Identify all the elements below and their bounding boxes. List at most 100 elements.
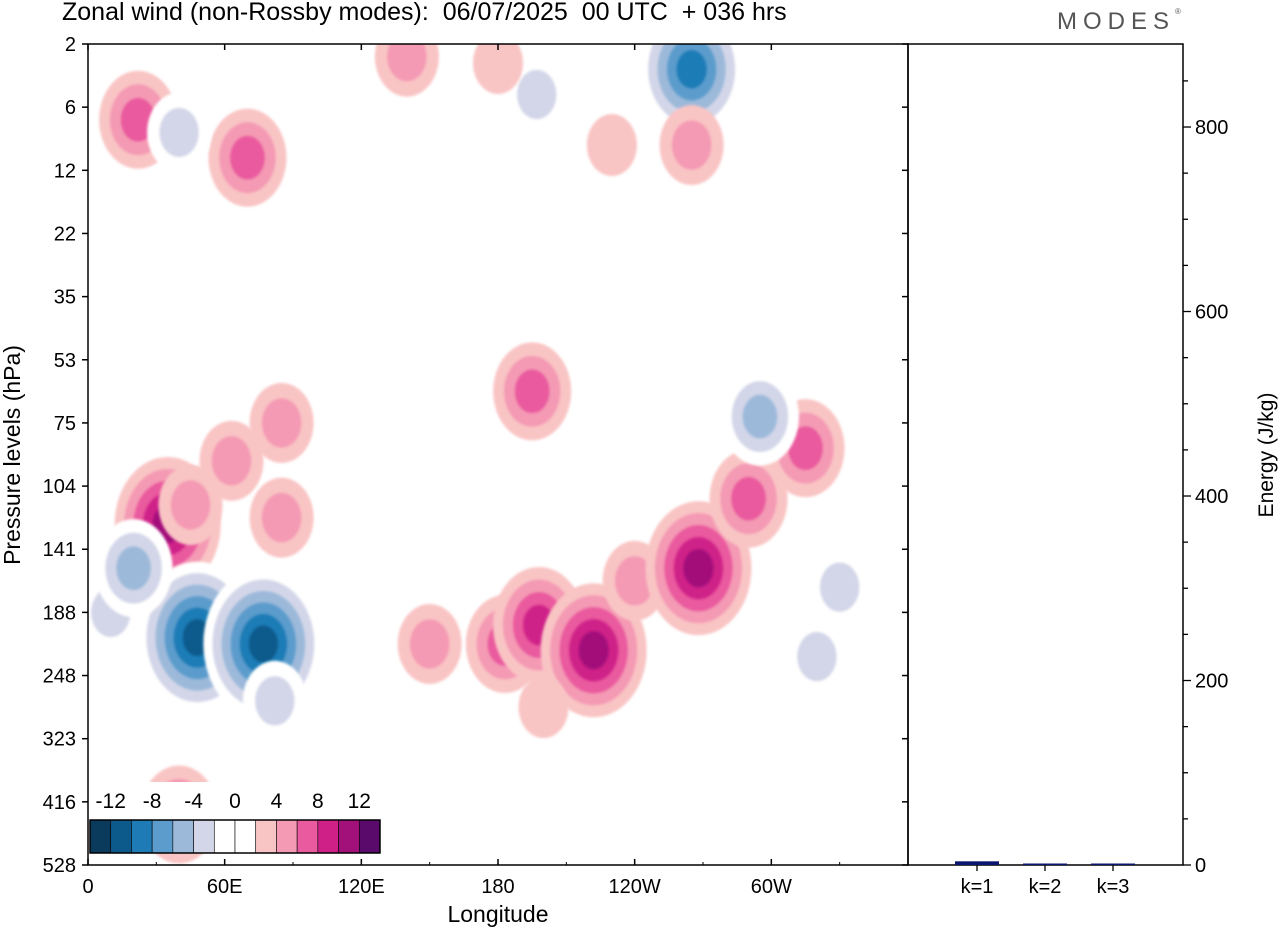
colorbar-swatch xyxy=(317,819,339,854)
heatmap-contour xyxy=(248,625,278,663)
colorbar-swatch xyxy=(193,819,215,854)
y-tick-label: 323 xyxy=(43,729,76,751)
bar-plot-frame xyxy=(907,43,1184,866)
y-tick-label: 416 xyxy=(43,792,76,814)
heatmap-contour xyxy=(517,69,557,120)
heatmap-contour xyxy=(211,436,252,486)
heatmap-contour xyxy=(586,114,637,177)
heatmap-contour xyxy=(683,549,714,588)
heatmap-contour xyxy=(848,663,899,726)
heatmap-contour xyxy=(427,682,478,745)
heatmap-blob xyxy=(249,382,314,463)
chart-title: Zonal wind (non-Rossby modes): 06/07/202… xyxy=(62,0,787,26)
colorbar-swatch xyxy=(131,819,153,854)
energy-tick-label: 800 xyxy=(1195,117,1228,139)
heatmap-blob xyxy=(208,108,287,207)
colorbar-swatch xyxy=(338,819,360,854)
heatmap-contour xyxy=(514,369,550,414)
y-tick-label: 35 xyxy=(54,287,76,309)
energy-tick-label: 600 xyxy=(1195,302,1228,324)
heatmap-contour xyxy=(578,631,609,670)
heatmap-blob xyxy=(94,519,173,618)
heatmap-blob xyxy=(427,682,478,745)
colorbar-swatch xyxy=(234,819,257,854)
heatmap-contour xyxy=(261,398,302,448)
heatmap-blob xyxy=(826,57,877,120)
heatmap-blob xyxy=(249,477,314,558)
logo-text: MODES xyxy=(1057,8,1176,35)
heatmap-contour xyxy=(518,676,569,739)
heatmap-blob xyxy=(518,676,569,739)
y-axis-label: Pressure levels (hPa) xyxy=(0,345,25,565)
bar-category-label: k=2 xyxy=(1029,876,1062,898)
heatmap-contour xyxy=(837,328,888,391)
heatmap-contour xyxy=(731,476,766,521)
heatmap-contour xyxy=(797,631,837,682)
heatmap-blob xyxy=(784,616,849,697)
heatmap-contour xyxy=(819,562,860,612)
heatmap-contour xyxy=(671,120,712,170)
heatmap-contour xyxy=(159,107,199,158)
heatmap-blob xyxy=(540,583,647,718)
x-tick-label: 120E xyxy=(338,876,385,898)
colorbar-swatch xyxy=(151,819,174,854)
colorbar-swatch xyxy=(296,819,319,854)
x-axis-label: Longitude xyxy=(447,901,548,927)
colorbar-frame xyxy=(89,819,381,854)
heatmap-blob xyxy=(848,663,899,726)
heatmap-blob xyxy=(374,44,439,97)
y-tick-label: 188 xyxy=(43,602,76,624)
heatmap-blob xyxy=(638,44,745,137)
colorbar-swatch xyxy=(255,819,277,854)
heatmap-contour xyxy=(788,426,823,470)
bar-axes: 0 200 400 600 800 xyxy=(1183,80,1228,877)
y-tick-label: 141 xyxy=(43,539,76,561)
colorbar-label: -8 xyxy=(143,790,162,813)
colorbar-label: -4 xyxy=(184,790,203,813)
colorbar-swatch xyxy=(213,819,236,854)
y-tick-label: 75 xyxy=(54,413,76,435)
heatmap-contour xyxy=(614,556,655,606)
heatmap-contour xyxy=(255,676,295,726)
modes-logo: MODES® xyxy=(1057,7,1181,36)
colorbar-swatch xyxy=(276,819,298,854)
heatmap-blob xyxy=(709,449,788,548)
energy-bar-k=1 xyxy=(955,861,999,865)
y-tick-label: 12 xyxy=(54,160,76,182)
colorbar-swatch xyxy=(172,819,194,854)
energy-bars: k=1 k=2 k=3 xyxy=(955,861,1135,898)
heatmap-blob xyxy=(720,367,799,466)
x-tick-label: 180 xyxy=(481,876,514,898)
y-tick-label: 528 xyxy=(43,855,76,877)
energy-tick-label: 0 xyxy=(1195,855,1206,877)
x-tick-label: 60W xyxy=(751,876,792,898)
heatmap-contour xyxy=(230,135,265,180)
heatmap-blob xyxy=(586,114,637,177)
x-tick-label: 120W xyxy=(609,876,661,898)
heatmap-field xyxy=(88,44,899,864)
heatmap-blob xyxy=(609,379,660,442)
heatmap-contour xyxy=(116,546,151,590)
heatmap-contour xyxy=(261,493,302,543)
energy-axis-label: Energy (J/kg) xyxy=(1255,393,1278,518)
y-tick-label: 6 xyxy=(65,97,76,119)
energy-tick-label: 400 xyxy=(1195,486,1228,508)
heatmap-contour xyxy=(826,57,877,120)
heatmap-contour xyxy=(676,50,707,89)
heatmap-blob xyxy=(397,603,462,684)
heatmap-blob xyxy=(147,92,212,173)
colorbar-swatch xyxy=(358,819,381,854)
y-tick-label: 248 xyxy=(43,666,76,688)
colorbar-label: 8 xyxy=(312,790,324,813)
heatmap-contour xyxy=(609,379,660,442)
heatmap-blob xyxy=(659,105,724,186)
colorbar: -12 -8 -4 0 4 8 12 xyxy=(89,782,381,854)
heatmap-contour xyxy=(409,619,450,669)
heatmap-blob xyxy=(242,660,307,741)
heatmap-blob xyxy=(473,44,523,94)
heatmap-contour xyxy=(170,480,211,530)
x-tick-label: 0 xyxy=(82,876,93,898)
colorbar-swatch xyxy=(89,819,112,854)
